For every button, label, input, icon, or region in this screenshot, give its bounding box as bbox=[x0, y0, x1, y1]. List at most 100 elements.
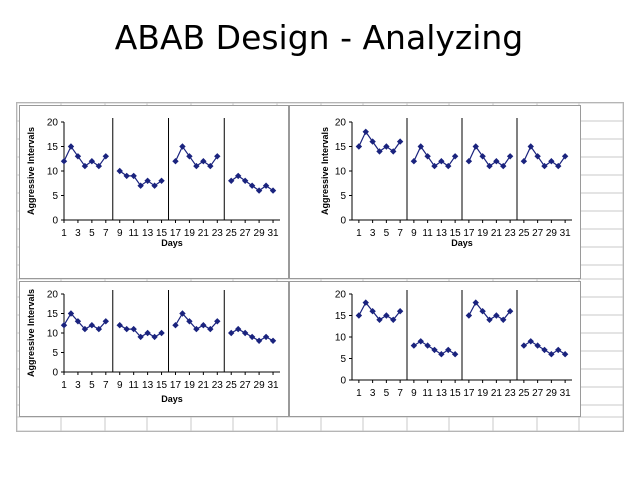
x-tick-label: 19 bbox=[477, 388, 489, 399]
x-tick-label: 29 bbox=[546, 388, 558, 399]
chart-bottom-right[interactable]: 0 5 10 15 20 1 3 5 7 9 11 13 15 17 19 21 23 25 27 29 31 bbox=[289, 281, 581, 417]
data-point bbox=[445, 162, 452, 170]
x-tick-label: 1 bbox=[356, 388, 362, 399]
x-tick-label: 17 bbox=[170, 380, 182, 391]
data-point bbox=[465, 158, 473, 165]
x-tick-label: 7 bbox=[103, 380, 109, 391]
data-point bbox=[116, 322, 123, 329]
x-tick-label: 17 bbox=[170, 228, 182, 239]
data-point bbox=[130, 172, 137, 180]
data-point bbox=[123, 172, 130, 180]
x-tick-label: 25 bbox=[226, 380, 238, 391]
data-point bbox=[241, 177, 249, 184]
data-point bbox=[486, 316, 493, 323]
x-tick-label: 5 bbox=[89, 228, 95, 239]
x-tick-label: 9 bbox=[411, 228, 417, 239]
data-point bbox=[390, 148, 397, 155]
x-tick-label: 17 bbox=[463, 228, 475, 239]
x-tick-label: 1 bbox=[61, 380, 67, 391]
y-tick-label: 5 bbox=[52, 191, 58, 202]
data-point bbox=[248, 182, 256, 189]
data-point bbox=[248, 333, 256, 341]
x-tick-label: 27 bbox=[532, 228, 544, 239]
x-tick-label: 5 bbox=[384, 388, 390, 399]
data-point bbox=[561, 153, 569, 160]
y-axis-title: Aggressive Intervals bbox=[26, 289, 36, 377]
y-tick-label: 5 bbox=[340, 354, 346, 365]
data-point bbox=[262, 182, 270, 189]
data-point bbox=[269, 337, 277, 344]
data-point bbox=[493, 158, 500, 165]
data-point bbox=[355, 143, 363, 150]
data-point bbox=[424, 153, 431, 160]
y-tick-label: 15 bbox=[47, 142, 59, 153]
data-point bbox=[123, 325, 130, 333]
y-tick-label: 0 bbox=[340, 376, 346, 387]
x-tick-label: 25 bbox=[226, 228, 238, 239]
data-point bbox=[472, 299, 479, 306]
data-point bbox=[262, 333, 270, 341]
y-tick-label: 20 bbox=[47, 290, 59, 301]
data-point bbox=[255, 337, 263, 344]
data-point bbox=[137, 182, 144, 189]
y-tick-label: 10 bbox=[47, 167, 59, 178]
data-point bbox=[158, 177, 165, 184]
data-point bbox=[193, 325, 200, 333]
data-point bbox=[172, 158, 179, 165]
data-point bbox=[451, 153, 459, 160]
data-point bbox=[445, 346, 452, 354]
data-point bbox=[486, 162, 493, 170]
data-point bbox=[465, 312, 473, 319]
y-axis-title: Aggressive Intervals bbox=[26, 127, 36, 215]
chart-top-right[interactable]: 0 5 10 15 20 1 3 5 7 9 11 13 15 17 19 21 23 25 27 29 31 Days A… bbox=[289, 105, 581, 279]
x-tick-label: 27 bbox=[240, 228, 252, 239]
x-tick-label: 7 bbox=[397, 228, 403, 239]
data-point bbox=[479, 153, 486, 160]
spreadsheet-area: 0 5 10 15 20 1 3 5 7 9 11 13 15 17 19 21 23 25 27 29 31 Days A… bbox=[16, 102, 624, 432]
x-tick-label: 25 bbox=[518, 388, 530, 399]
data-point bbox=[355, 312, 363, 319]
x-tick-label: 5 bbox=[384, 228, 390, 239]
data-point bbox=[60, 322, 68, 329]
data-point bbox=[396, 138, 404, 145]
x-tick-label: 13 bbox=[436, 388, 448, 399]
x-axis-title: Days bbox=[451, 238, 473, 248]
data-point bbox=[472, 143, 479, 150]
x-tick-label: 27 bbox=[532, 388, 544, 399]
x-tick-label: 15 bbox=[156, 228, 168, 239]
data-point bbox=[534, 153, 541, 160]
data-point bbox=[561, 351, 569, 358]
chart-top-left[interactable]: 0 5 10 15 20 1 3 5 7 9 11 13 15 17 19 21 23 25 27 29 31 Days A… bbox=[19, 105, 289, 279]
x-tick-label: 29 bbox=[254, 380, 266, 391]
x-tick-label: 3 bbox=[75, 228, 81, 239]
x-tick-label: 1 bbox=[61, 228, 67, 239]
data-point bbox=[362, 299, 369, 306]
data-point bbox=[234, 325, 242, 333]
data-point bbox=[410, 158, 418, 165]
x-tick-label: 19 bbox=[184, 380, 196, 391]
x-tick-label: 13 bbox=[142, 228, 154, 239]
x-tick-label: 17 bbox=[463, 388, 475, 399]
data-point bbox=[520, 158, 528, 165]
x-tick-label: 23 bbox=[212, 228, 224, 239]
data-point bbox=[200, 158, 207, 165]
data-point bbox=[144, 329, 151, 337]
data-point bbox=[95, 162, 103, 170]
x-tick-label: 21 bbox=[198, 228, 210, 239]
data-point bbox=[200, 322, 207, 329]
data-point bbox=[172, 322, 179, 329]
x-tick-label: 13 bbox=[142, 380, 154, 391]
data-point bbox=[158, 329, 165, 337]
x-tick-label: 11 bbox=[128, 228, 139, 239]
data-point bbox=[527, 143, 534, 150]
data-point bbox=[541, 346, 548, 354]
y-tick-label: 5 bbox=[52, 348, 58, 359]
x-tick-label: 15 bbox=[450, 228, 462, 239]
y-tick-label: 15 bbox=[335, 142, 347, 153]
data-point bbox=[500, 316, 507, 323]
chart-bottom-left[interactable]: 0 5 10 15 20 1 3 5 7 9 11 13 15 17 19 21 23 25 27 29 31 Days A… bbox=[19, 281, 289, 417]
data-point bbox=[527, 338, 534, 345]
data-point bbox=[186, 318, 193, 325]
